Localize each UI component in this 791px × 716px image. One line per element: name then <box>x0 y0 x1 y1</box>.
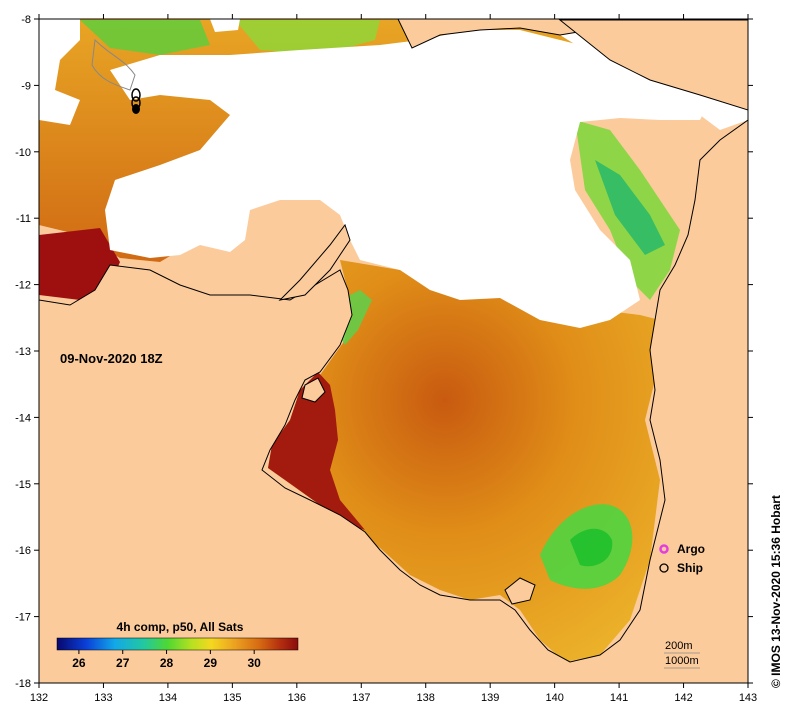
y-axis-ticks: -8 -9 -10 -11 -12 -13 -14 -15 -16 -17 -18 <box>15 14 753 690</box>
y-tick-label: -10 <box>15 147 31 159</box>
x-tick-label: 135 <box>223 692 241 704</box>
colorbar-tick-label: 26 <box>72 656 86 670</box>
colorbar-tick-label: 28 <box>160 656 174 670</box>
argo-marker-icon <box>659 544 669 554</box>
y-tick-label: -17 <box>15 612 31 624</box>
warm-coastal-band <box>268 372 365 530</box>
y-tick-label: -8 <box>21 14 31 26</box>
x-axis-ticks: 132 133 134 135 136 137 138 139 140 141 142 143 <box>30 14 757 704</box>
x-tick-label: 143 <box>739 692 757 704</box>
x-tick-label: 138 <box>417 692 435 704</box>
y-tick-label: -14 <box>15 412 31 424</box>
colorbar-title: 4h comp, p50, All Sats <box>117 620 244 634</box>
cloud-mask-main <box>105 30 710 328</box>
depth-legend: 200m 1000m <box>664 640 700 669</box>
x-tick-label: 139 <box>481 692 499 704</box>
colorbar-gradient <box>56 637 299 651</box>
ship-track <box>131 88 141 114</box>
y-tick-label: -18 <box>15 678 31 690</box>
island-groote <box>301 377 326 403</box>
island-wellesley <box>504 577 536 605</box>
y-tick-label: -13 <box>15 346 31 358</box>
x-tick-label: 133 <box>94 692 112 704</box>
colorbar-tick-label: 29 <box>204 656 218 670</box>
depth-200m-label: 200m <box>665 640 693 652</box>
x-tick-label: 141 <box>610 692 628 704</box>
date-label: 09-Nov-2020 18Z <box>60 351 163 366</box>
y-tick-label: -16 <box>15 545 31 557</box>
land-cape-york <box>39 119 748 683</box>
credit-label: © IMOS 13-Nov-2020 15:36 Hobart <box>769 495 783 688</box>
x-tick-label: 142 <box>674 692 692 704</box>
x-tick-label: 134 <box>159 692 177 704</box>
land-northwest-detail <box>91 38 136 91</box>
y-tick-label: -12 <box>15 280 31 292</box>
y-tick-label: -9 <box>21 80 31 92</box>
peninsula-arnhem-tip <box>278 223 351 301</box>
colorbar-ticks: 26 27 28 29 30 <box>72 650 261 670</box>
cloud-mask-north-center <box>210 19 240 32</box>
legend-ship-label: Ship <box>677 561 703 575</box>
x-tick-label: 140 <box>545 692 563 704</box>
cool-patch-north-2 <box>235 20 380 55</box>
colorbar: 4h comp, p50, All Sats 26 27 28 29 30 <box>56 620 299 670</box>
land-new-guinea-east <box>558 19 748 111</box>
depth-1000m-label: 1000m <box>665 655 699 667</box>
y-tick-label: -15 <box>15 479 31 491</box>
x-tick-label: 136 <box>288 692 306 704</box>
x-tick-label: 132 <box>30 692 48 704</box>
cool-strip-east-inner <box>595 160 665 255</box>
marker-legend: Argo Ship <box>659 542 705 575</box>
x-tick-label: 137 <box>352 692 370 704</box>
y-tick-label: -11 <box>16 213 31 225</box>
colorbar-tick-label: 27 <box>116 656 130 670</box>
cool-patch-inner <box>570 528 613 567</box>
cloud-mask-northwest <box>39 19 80 125</box>
colorbar-tick-label: 30 <box>248 656 262 670</box>
legend-argo-label: Argo <box>677 542 705 556</box>
ship-marker-icon <box>659 563 669 573</box>
cool-patch-north <box>80 20 210 55</box>
